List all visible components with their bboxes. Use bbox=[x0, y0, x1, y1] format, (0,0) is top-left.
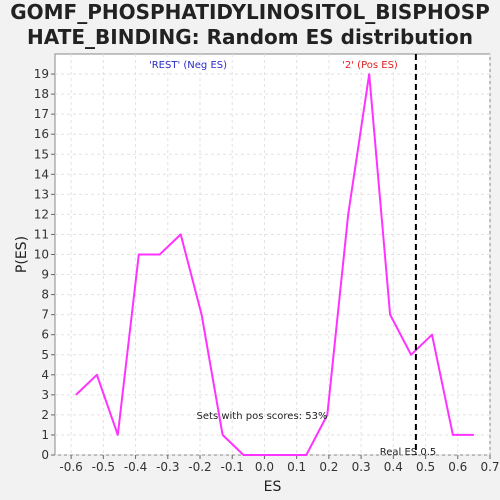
y-tick-label: 4 bbox=[41, 368, 49, 382]
y-tick-label: 14 bbox=[34, 167, 49, 181]
chart-title-line-2: HATE_BINDING: Random ES distribution bbox=[27, 25, 473, 49]
grid-lines bbox=[55, 54, 491, 456]
x-tick-label: 0.4 bbox=[384, 460, 403, 474]
x-tick-label: -0.6 bbox=[59, 460, 82, 474]
real-es-label: Real ES 0.5 bbox=[380, 447, 436, 458]
neg-es-label: 'REST' (Neg ES) bbox=[149, 60, 227, 71]
x-tick-label: 0.5 bbox=[416, 460, 435, 474]
series-line bbox=[75, 73, 474, 456]
x-tick-label: -0.1 bbox=[221, 460, 244, 474]
x-tick-label: -0.5 bbox=[92, 460, 115, 474]
y-tick-label: 7 bbox=[41, 308, 49, 322]
y-tick-label: 16 bbox=[34, 127, 49, 141]
chart-title: GOMF_PHOSPHATIDYLINOSITOL_BISPHOSP HATE_… bbox=[0, 0, 500, 50]
x-tick-label: 0.7 bbox=[480, 460, 499, 474]
pos-scores-annotation: Sets with pos scores: 53% bbox=[197, 411, 328, 422]
x-tick-label: 0.0 bbox=[255, 460, 274, 474]
x-axis-label: ES bbox=[264, 479, 282, 495]
y-tick-label: 10 bbox=[34, 248, 49, 262]
x-tick-label: -0.3 bbox=[156, 460, 179, 474]
y-tick-label: 1 bbox=[41, 428, 49, 442]
x-tick-label: 0.3 bbox=[352, 460, 371, 474]
y-tick-label: 3 bbox=[41, 388, 49, 402]
y-tick-label: 11 bbox=[34, 227, 49, 241]
y-tick-label: 9 bbox=[41, 268, 49, 282]
y-tick-label: 13 bbox=[34, 187, 49, 201]
pos-es-label: '2' (Pos ES) bbox=[342, 60, 398, 71]
y-tick-label: 17 bbox=[34, 107, 49, 121]
x-tick-label: -0.2 bbox=[188, 460, 211, 474]
x-tick-label: 0.1 bbox=[287, 460, 306, 474]
y-tick-label: 15 bbox=[34, 147, 49, 161]
x-tick-label: 0.6 bbox=[448, 460, 467, 474]
x-axis-ticks: -0.6 -0.5 -0.4 -0.3 -0.2 -0.1 0.0 0.1 0.2 0.3 0.4 0… bbox=[59, 455, 500, 474]
y-tick-label: 6 bbox=[41, 328, 49, 342]
x-tick-label: 0.2 bbox=[319, 460, 338, 474]
y-tick-label: 19 bbox=[34, 67, 49, 81]
y-tick-label: 12 bbox=[34, 207, 49, 221]
series-group bbox=[75, 73, 474, 456]
y-tick-label: 8 bbox=[41, 288, 49, 302]
y-tick-label: 5 bbox=[41, 348, 49, 362]
y-tick-label: 18 bbox=[34, 87, 49, 101]
x-tick-label: -0.4 bbox=[124, 460, 147, 474]
chart-title-line-1: GOMF_PHOSPHATIDYLINOSITOL_BISPHOSP bbox=[10, 0, 490, 24]
y-axis-label: P(ES) bbox=[14, 236, 30, 273]
y-tick-label: 0 bbox=[41, 448, 49, 462]
y-tick-label: 2 bbox=[41, 408, 49, 422]
